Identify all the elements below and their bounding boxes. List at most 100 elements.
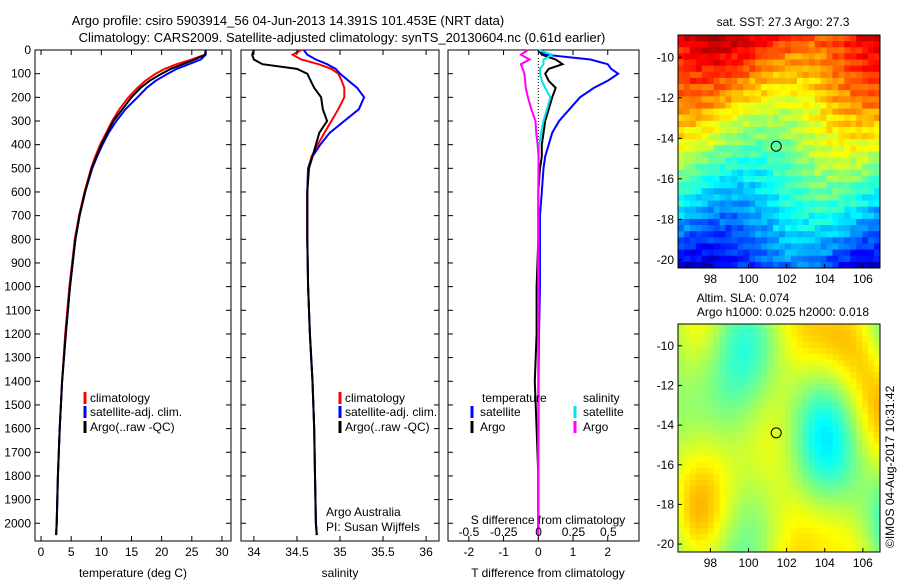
map-cell (784, 200, 792, 208)
map-cell (678, 96, 685, 103)
map-cell (707, 534, 715, 541)
map-cell (790, 182, 798, 189)
map-cell (874, 65, 881, 73)
map-cell (832, 402, 839, 409)
map-cell (731, 231, 738, 238)
map-cell (868, 522, 875, 529)
map-cell (874, 120, 881, 128)
map-cell (820, 35, 827, 42)
map-cell (701, 444, 709, 451)
map-cell (678, 53, 685, 60)
sla-map-title-line2: Argo h1000: 0.025 h2000: 0.018 (697, 305, 869, 319)
map-cell (719, 133, 726, 140)
map-cell (678, 534, 685, 541)
map-cell (844, 528, 851, 535)
map-cell (826, 218, 833, 226)
map-cell (808, 516, 816, 523)
map-cell (725, 432, 732, 439)
map-cell (820, 444, 827, 451)
map-cell (862, 163, 869, 171)
map-cell (719, 157, 726, 165)
depth-tick-label: 1800 (4, 469, 31, 483)
map-cell (868, 450, 875, 457)
map-cell (731, 462, 738, 469)
map-cell (779, 182, 786, 189)
map-cell (755, 102, 762, 109)
map-cell (731, 218, 738, 226)
map-cell (701, 462, 709, 469)
map-cell (868, 237, 875, 244)
map-cell (713, 169, 720, 177)
map-cell (868, 534, 875, 541)
map-cell (707, 188, 715, 195)
map-cell (790, 102, 798, 109)
map-cell (749, 432, 756, 439)
map-cell (743, 145, 750, 152)
map-cell (743, 366, 750, 373)
map-cell (695, 218, 703, 226)
map-cell (814, 145, 821, 152)
map-cell (678, 336, 685, 343)
map-cell (749, 462, 756, 469)
map-cell (820, 194, 827, 201)
map-cell (832, 456, 839, 463)
map-cell (779, 126, 786, 134)
map-cell (755, 96, 762, 103)
map-cell (749, 468, 756, 475)
map-cell (808, 59, 816, 67)
map-cell (808, 65, 816, 73)
map-cell (683, 126, 691, 134)
map-cell (850, 372, 857, 379)
map-cell (779, 71, 786, 79)
map-cell (802, 510, 810, 517)
map-cell (796, 261, 804, 269)
map-cell (743, 414, 750, 421)
map-cell (719, 261, 726, 269)
map-cell (743, 194, 750, 201)
map-cell (844, 324, 851, 331)
map-cell (862, 540, 869, 547)
map-cell (790, 324, 798, 331)
map-cell (856, 480, 863, 487)
map-cell (719, 546, 726, 553)
map-cell (773, 504, 780, 511)
map-cell (701, 390, 709, 397)
map-cell (707, 169, 715, 177)
map-cell (820, 348, 827, 355)
map-cell (689, 342, 697, 349)
map-cell (868, 77, 875, 85)
map-cell (737, 157, 744, 165)
map-cell (868, 249, 875, 257)
map-cell (713, 182, 720, 189)
map-cell (808, 200, 816, 208)
map-cell (808, 540, 816, 547)
map-cell (761, 372, 768, 379)
map-cell (868, 336, 875, 343)
map-cell (773, 528, 780, 535)
map-cell (701, 534, 709, 541)
map-cell (755, 231, 762, 238)
map-cell (826, 540, 833, 547)
map-cell (790, 546, 798, 553)
map-cell (713, 468, 720, 475)
map-cell (832, 139, 839, 146)
map-cell (814, 414, 821, 421)
map-cell (695, 456, 703, 463)
map-cell (802, 84, 810, 91)
map-cell (767, 200, 774, 208)
map-cell (683, 510, 691, 517)
map-cell (701, 139, 709, 146)
map-cell (737, 35, 744, 42)
map-cell (737, 84, 744, 91)
map-cell (832, 366, 839, 373)
map-cell (707, 243, 715, 250)
map-cell (725, 498, 732, 505)
map-cell (790, 90, 798, 97)
map-cell (862, 71, 869, 79)
map-cell (695, 59, 703, 67)
map-cell (683, 498, 691, 505)
map-cell (832, 126, 839, 134)
map-cell (826, 330, 833, 337)
map-cell (826, 35, 833, 42)
map-cell (826, 528, 833, 535)
